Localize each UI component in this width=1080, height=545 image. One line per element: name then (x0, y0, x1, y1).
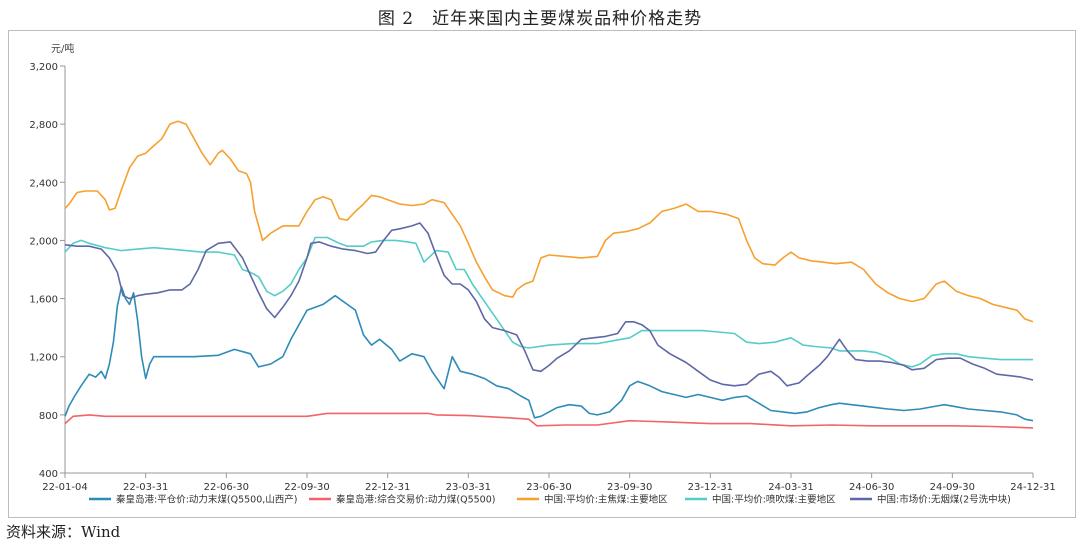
series-layer (64, 120, 1034, 429)
series-line (64, 286, 1034, 422)
line-chart: 元/吨 400 800 1,200 1,600 2,000 2,400 2,800 3,200 2… (29, 42, 1055, 506)
legend-label: 中国:平均价:主焦煤:主要地区 (544, 494, 668, 506)
y-tick-label: 800 (39, 411, 58, 422)
x-tick-label: 23-12-31 (688, 482, 733, 493)
x-tick-label: 22-09-30 (284, 482, 329, 493)
y-tick-label: 2,800 (29, 120, 58, 131)
x-tick-label: 23-03-31 (446, 482, 491, 493)
chart-frame: 元/吨 400 800 1,200 1,600 2,000 2,400 2,800 3,200 2… (8, 30, 1076, 518)
y-tick-label: 3,200 (29, 62, 58, 73)
x-tick-label: 22-06-30 (204, 482, 249, 493)
y-tick-label: 2,000 (29, 236, 58, 247)
x-tick-label: 23-09-30 (607, 482, 652, 493)
x-tick-label: 24-12-31 (1010, 482, 1055, 493)
series-line (64, 412, 1034, 429)
legend-label: 中国:市场价:无烟煤(2号洗中块) (877, 494, 1011, 506)
x-tick-label: 23-06-30 (526, 482, 571, 493)
legend: 秦皇岛港:平仓价:动力末煤(Q5500,山西产) 秦皇岛港:综合交易价:动力煤(Q… (89, 494, 1011, 506)
legend-label: 秦皇岛港:综合交易价:动力煤(Q5500) (336, 494, 495, 506)
x-tick-label: 24-06-30 (849, 482, 894, 493)
axes-layer: 元/吨 400 800 1,200 1,600 2,000 2,400 2,800 3,200 2… (29, 42, 1055, 493)
x-tick-label: 22-12-31 (365, 482, 410, 493)
y-tick-label: 2,400 (29, 178, 58, 189)
y-unit-label: 元/吨 (51, 42, 74, 55)
legend-label: 秦皇岛港:平仓价:动力末煤(Q5500,山西产) (116, 494, 298, 506)
y-tick-label: 1,200 (29, 353, 58, 364)
x-tick-label: 24-03-31 (768, 482, 813, 493)
series-line (64, 236, 1033, 368)
x-tick-label: 22-03-31 (123, 482, 168, 493)
x-tick-label: 24-09-30 (930, 482, 975, 493)
y-tick-label: 1,600 (29, 295, 58, 306)
legend-label: 中国:平均价:喷吹煤:主要地区 (712, 494, 836, 506)
series-line (64, 222, 1034, 387)
source-note: 资料来源：Wind (6, 523, 121, 541)
series-line (64, 120, 1034, 323)
x-tick-label: 22-01-04 (42, 482, 87, 493)
figure-title: 图 2 近年来国内主要煤炭品种价格走势 (377, 9, 703, 29)
y-tick-label: 400 (39, 469, 58, 480)
